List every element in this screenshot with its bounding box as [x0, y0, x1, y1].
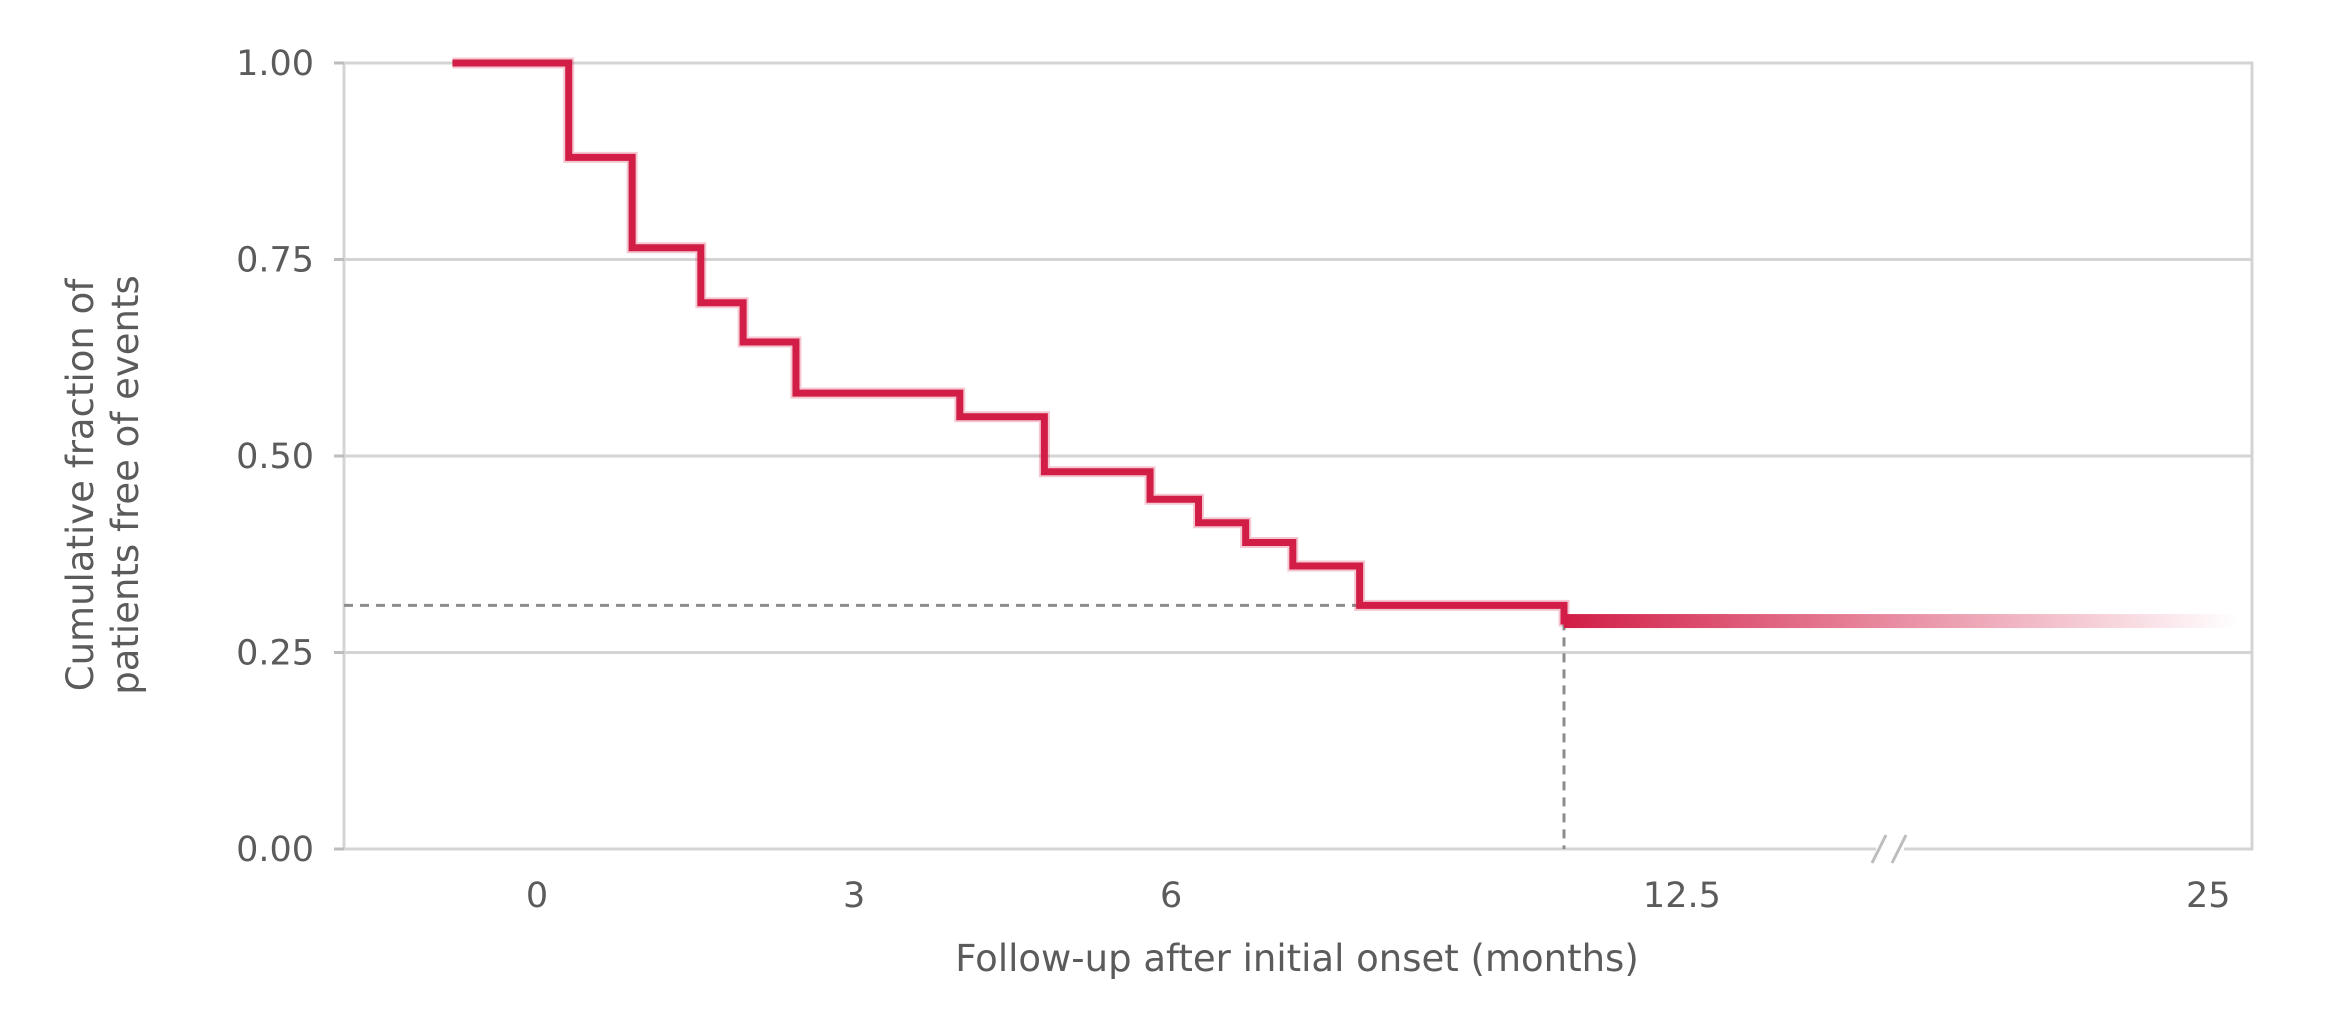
km-tail-fade — [1564, 614, 2239, 629]
km-series-glow — [452, 57, 1570, 627]
y-tick-label: 0.75 — [236, 241, 314, 281]
km-step-line — [452, 59, 1568, 625]
x-tick-label: 3 — [843, 876, 865, 916]
y-axis-title-line1: Cumulative fraction of — [59, 278, 102, 691]
y-tick-label: 0.00 — [236, 830, 314, 870]
x-tick-labels: 0 3 6 12.5 25 — [526, 876, 2231, 916]
y-tick-label: 1.00 — [236, 44, 314, 84]
y-axis-title: Cumulative fraction of patients free of … — [59, 275, 147, 695]
axis-break-mark — [1870, 834, 1908, 864]
y-tick-label: 0.25 — [236, 634, 314, 674]
reference-lines — [344, 603, 1566, 849]
gridlines — [334, 61, 2252, 851]
y-tick-labels: 0.00 0.25 0.50 0.75 1.00 — [236, 44, 314, 870]
y-tick-label: 0.50 — [236, 437, 314, 477]
y-axis-title-line2: patients free of events — [104, 275, 147, 695]
series-layer — [452, 57, 2239, 629]
x-axis-title: Follow-up after initial onset (months) — [955, 937, 1639, 980]
axis-break-slash — [1870, 834, 1888, 864]
x-tick-label: 12.5 — [1643, 876, 1721, 916]
axis-break-slash — [1890, 834, 1908, 864]
x-tick-label: 6 — [1160, 876, 1182, 916]
x-tick-label: 0 — [526, 876, 548, 916]
x-tick-label: 25 — [2186, 876, 2231, 916]
